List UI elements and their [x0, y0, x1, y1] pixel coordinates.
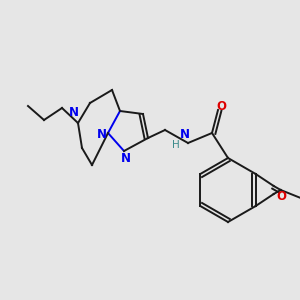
Text: N: N: [180, 128, 190, 142]
Text: N: N: [69, 106, 79, 119]
Text: H: H: [172, 140, 180, 150]
Text: N: N: [121, 152, 131, 166]
Text: O: O: [277, 190, 287, 202]
Text: N: N: [97, 128, 107, 142]
Text: O: O: [216, 100, 226, 112]
